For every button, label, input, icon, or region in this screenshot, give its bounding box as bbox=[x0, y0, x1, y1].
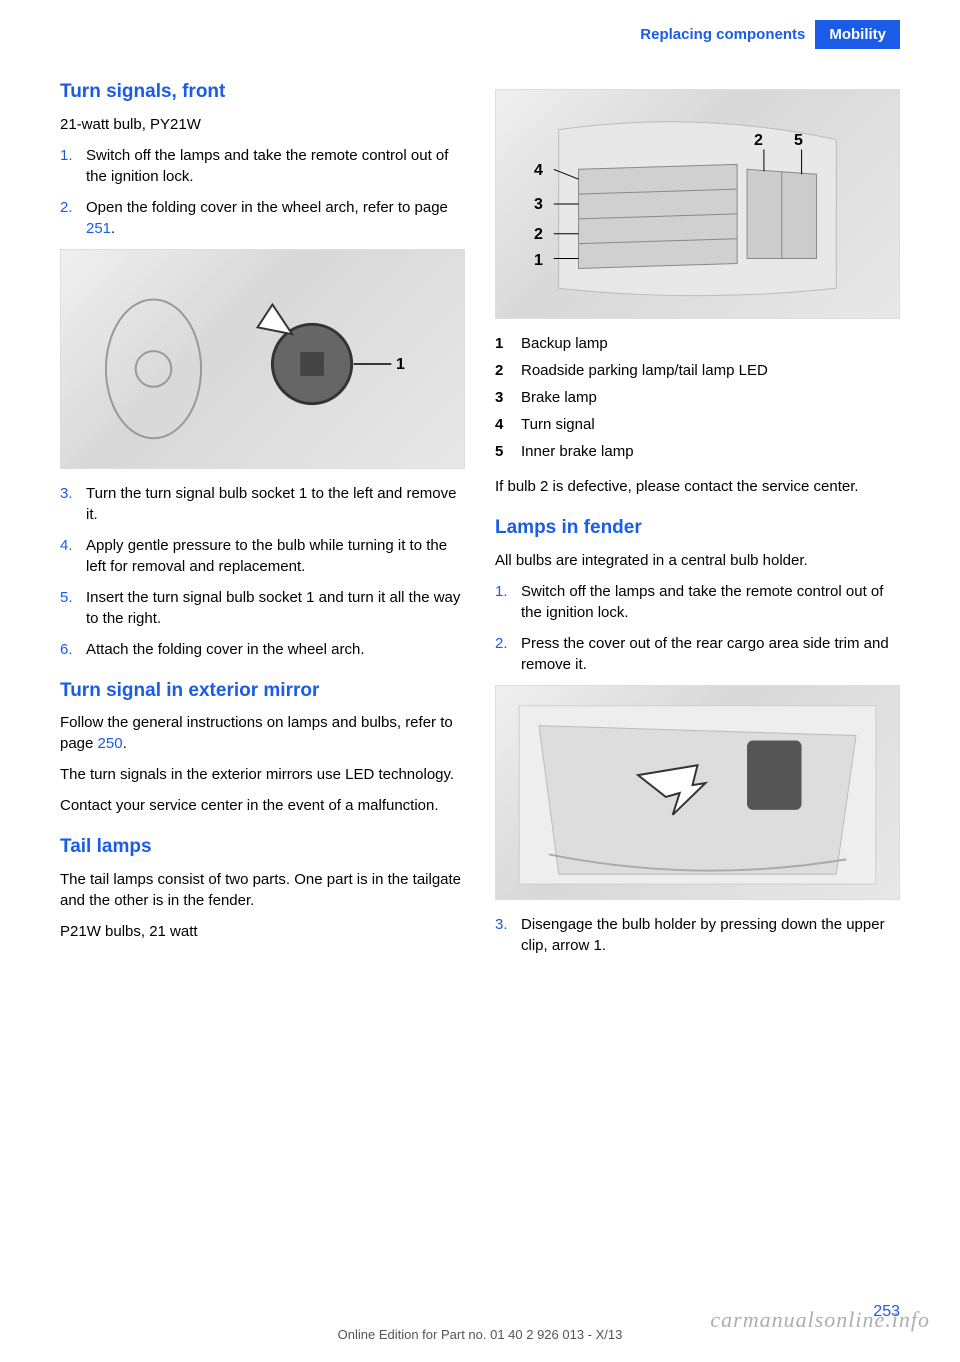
legend-text: Backup lamp bbox=[521, 333, 608, 354]
step-text: Insert the turn signal bulb socket 1 and… bbox=[86, 587, 465, 629]
steps-list-b: 3.Turn the turn signal bulb socket 1 to … bbox=[60, 483, 465, 660]
step-text: Attach the folding cover in the wheel ar… bbox=[86, 639, 465, 660]
list-item: 2. Open the folding cover in the wheel a… bbox=[60, 197, 465, 239]
step-number: 2. bbox=[60, 197, 86, 239]
fender-steps-b: 3.Disengage the bulb holder by pressing … bbox=[495, 914, 900, 956]
list-item: 1. Switch off the lamps and take the rem… bbox=[60, 145, 465, 187]
legend-item: 3Brake lamp bbox=[495, 387, 900, 408]
step-number: 2. bbox=[495, 633, 521, 675]
text-fragment: . bbox=[111, 220, 115, 237]
legend-number: 4 bbox=[495, 414, 521, 435]
paragraph: The turn signals in the exterior mirrors… bbox=[60, 764, 465, 785]
figure-callout: 1 bbox=[396, 354, 405, 376]
heading-lamps-fender: Lamps in fender bbox=[495, 515, 900, 542]
step-text: Disengage the bulb holder by pressing do… bbox=[521, 914, 900, 956]
text-fragment: . bbox=[123, 735, 127, 752]
right-column: 4 3 2 1 2 5 1Backup lamp 2Roadside parki… bbox=[495, 79, 900, 966]
page-content: Turn signals, front 21-watt bulb, PY21W … bbox=[0, 59, 960, 966]
list-item: 3.Disengage the bulb holder by pressing … bbox=[495, 914, 900, 956]
page-reference[interactable]: 251 bbox=[86, 220, 111, 237]
legend-item: 4Turn signal bbox=[495, 414, 900, 435]
figure-tail-lamp-diagram: 4 3 2 1 2 5 bbox=[495, 89, 900, 319]
legend-list: 1Backup lamp 2Roadside parking lamp/tail… bbox=[495, 333, 900, 462]
heading-turn-signals: Turn signals, front bbox=[60, 79, 465, 106]
page-reference[interactable]: 250 bbox=[98, 735, 123, 752]
step-text: Turn the turn signal bulb socket 1 to th… bbox=[86, 483, 465, 525]
legend-number: 5 bbox=[495, 441, 521, 462]
legend-item: 5Inner brake lamp bbox=[495, 441, 900, 462]
legend-text: Brake lamp bbox=[521, 387, 597, 408]
watermark: carmanualsonline.info bbox=[710, 1305, 930, 1336]
steps-list-a: 1. Switch off the lamps and take the rem… bbox=[60, 145, 465, 239]
paragraph: Follow the general instructions on lamps… bbox=[60, 712, 465, 754]
figure-callout: 1 bbox=[534, 250, 543, 272]
figure-callout: 5 bbox=[794, 130, 803, 152]
legend-item: 2Roadside parking lamp/tail lamp LED bbox=[495, 360, 900, 381]
legend-text: Roadside parking lamp/tail lamp LED bbox=[521, 360, 768, 381]
paragraph: If bulb 2 is defective, please contact t… bbox=[495, 476, 900, 497]
text-fragment: Open the folding cover in the wheel arch… bbox=[86, 199, 448, 216]
legend-number: 2 bbox=[495, 360, 521, 381]
heading-tail-lamps: Tail lamps bbox=[60, 834, 465, 861]
paragraph: P21W bulbs, 21 watt bbox=[60, 921, 465, 942]
step-text: Switch off the lamps and take the remote… bbox=[86, 145, 465, 187]
step-number: 3. bbox=[60, 483, 86, 525]
legend-number: 3 bbox=[495, 387, 521, 408]
fender-steps-a: 1.Switch off the lamps and take the remo… bbox=[495, 581, 900, 675]
step-number: 4. bbox=[60, 535, 86, 577]
paragraph: All bulbs are integrated in a central bu… bbox=[495, 550, 900, 571]
heading-mirror: Turn signal in exterior mirror bbox=[60, 678, 465, 705]
legend-item: 1Backup lamp bbox=[495, 333, 900, 354]
paragraph: Contact your service center in the event… bbox=[60, 795, 465, 816]
step-text: Press the cover out of the rear cargo ar… bbox=[521, 633, 900, 675]
step-text: Apply gentle pressure to the bulb while … bbox=[86, 535, 465, 577]
paragraph: The tail lamps consist of two parts. One… bbox=[60, 869, 465, 911]
page-header: Replacing componentsMobility bbox=[0, 0, 960, 59]
step-number: 1. bbox=[495, 581, 521, 623]
figure-callout: 2 bbox=[534, 224, 543, 246]
step-number: 1. bbox=[60, 145, 86, 187]
legend-text: Turn signal bbox=[521, 414, 595, 435]
header-section: Mobility bbox=[815, 20, 900, 49]
list-item: 5.Insert the turn signal bulb socket 1 a… bbox=[60, 587, 465, 629]
list-item: 4.Apply gentle pressure to the bulb whil… bbox=[60, 535, 465, 577]
list-item: 2.Press the cover out of the rear cargo … bbox=[495, 633, 900, 675]
figure-headlight-bulb: 1 bbox=[60, 249, 465, 469]
legend-text: Inner brake lamp bbox=[521, 441, 634, 462]
step-number: 5. bbox=[60, 587, 86, 629]
bulb-spec: 21-watt bulb, PY21W bbox=[60, 114, 465, 135]
step-number: 3. bbox=[495, 914, 521, 956]
figure-callout: 4 bbox=[534, 160, 543, 182]
figure-cargo-area bbox=[495, 685, 900, 900]
list-item: 3.Turn the turn signal bulb socket 1 to … bbox=[60, 483, 465, 525]
step-text: Open the folding cover in the wheel arch… bbox=[86, 197, 465, 239]
figure-callout: 2 bbox=[754, 130, 763, 152]
header-chapter: Replacing components bbox=[640, 24, 815, 45]
left-column: Turn signals, front 21-watt bulb, PY21W … bbox=[60, 79, 465, 966]
figure-callout: 3 bbox=[534, 194, 543, 216]
list-item: 6.Attach the folding cover in the wheel … bbox=[60, 639, 465, 660]
step-text: Switch off the lamps and take the remote… bbox=[521, 581, 900, 623]
legend-number: 1 bbox=[495, 333, 521, 354]
step-number: 6. bbox=[60, 639, 86, 660]
list-item: 1.Switch off the lamps and take the remo… bbox=[495, 581, 900, 623]
